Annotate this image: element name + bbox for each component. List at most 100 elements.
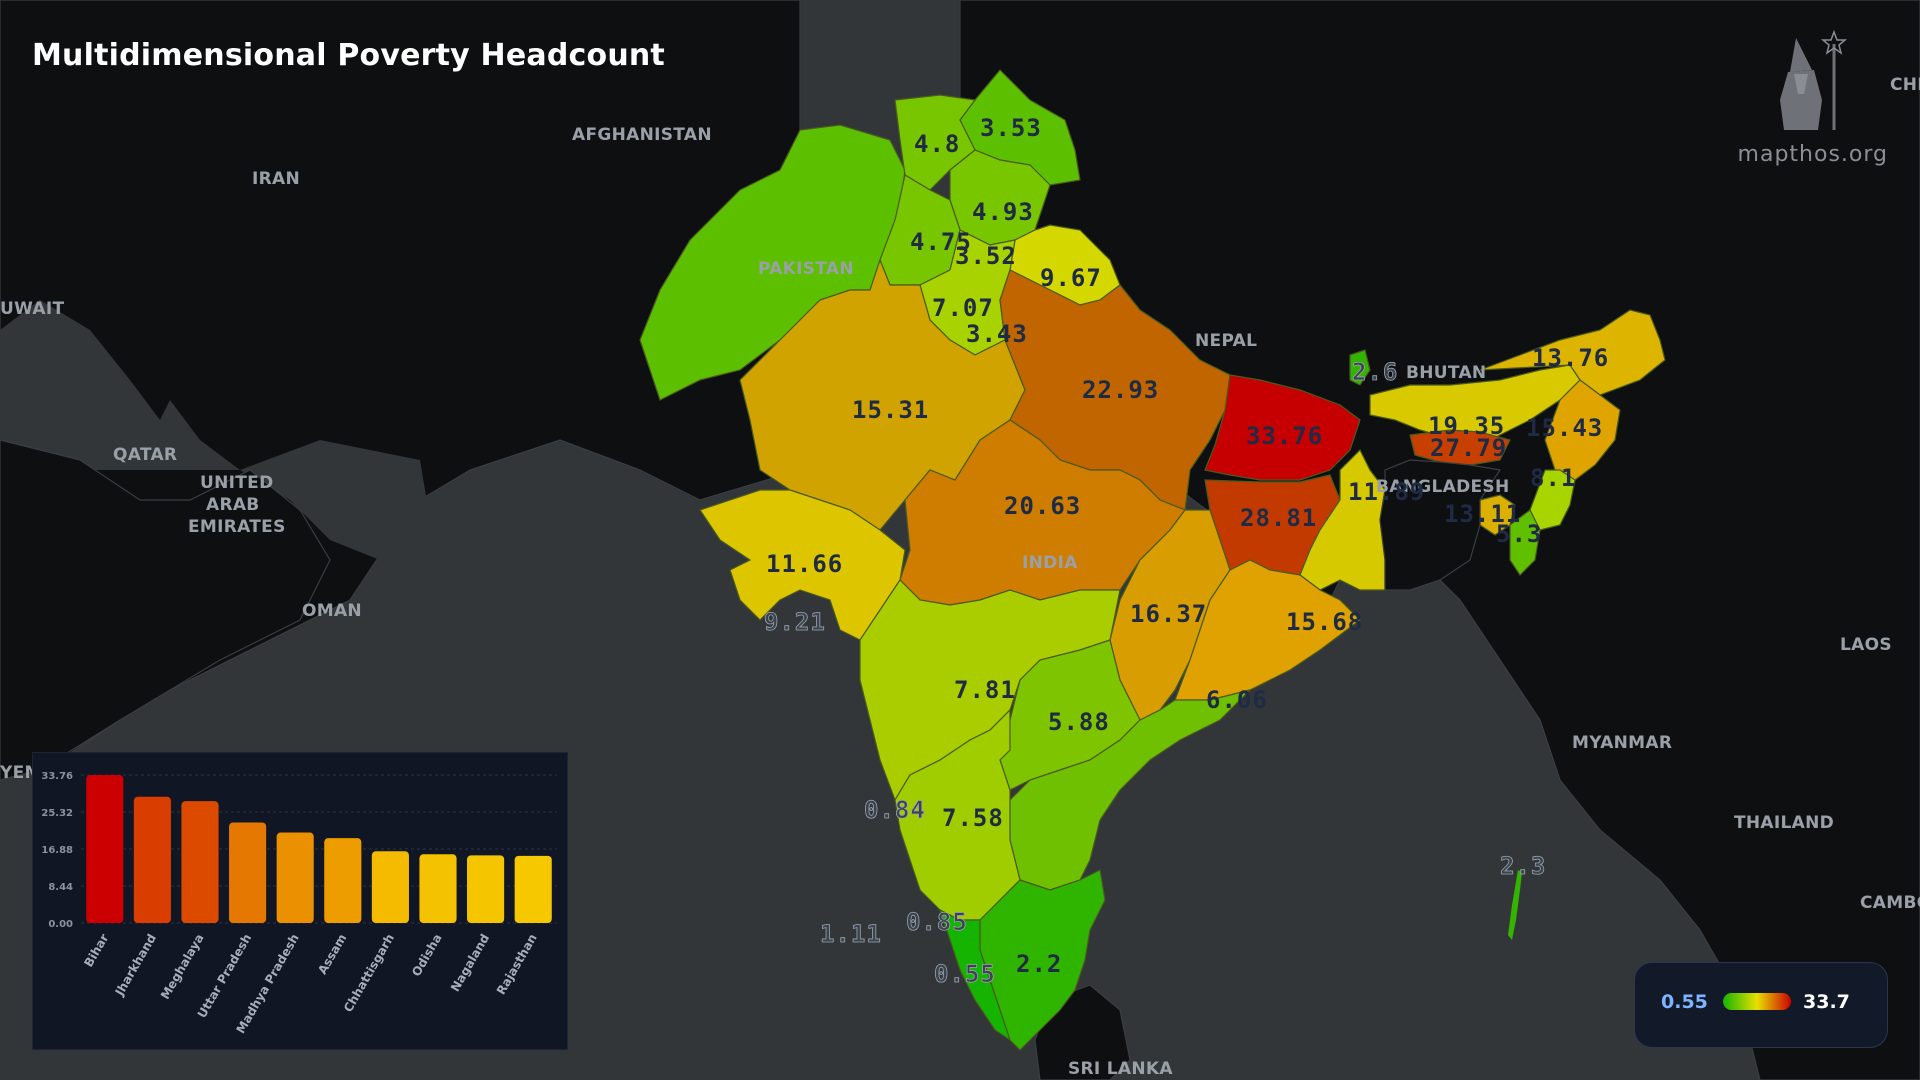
value-up: 22.93	[1082, 376, 1159, 404]
bar-chhattisgarh[interactable]	[371, 851, 409, 923]
region-assam[interactable]	[1369, 364, 1581, 456]
x-tick-label: Jharkhand	[112, 932, 159, 999]
region-gujarat[interactable]	[699, 489, 906, 641]
value-karnataka: 7.58	[942, 804, 1004, 832]
label-yemen: YEM	[0, 763, 42, 783]
bar-nagaland[interactable]	[467, 855, 505, 923]
legend-gradient-bar	[1723, 993, 1791, 1010]
region-nagaland[interactable]	[1544, 379, 1621, 481]
region-sikkim[interactable]	[1349, 349, 1371, 386]
value-bihar: 33.76	[1246, 422, 1323, 450]
label-uae-2: ARAB	[206, 495, 260, 515]
value-chhattisgarh: 16.37	[1130, 600, 1207, 628]
value-assam: 19.35	[1428, 412, 1505, 440]
value-meghalaya: 27.79	[1430, 434, 1507, 462]
value-jharkhand: 28.81	[1240, 504, 1317, 532]
value-lakshadweep: 1.11	[820, 920, 882, 948]
x-tick-label: Rajasthan	[494, 932, 540, 998]
value-kerala: 0.55	[934, 960, 996, 988]
value-nagaland: 15.43	[1526, 414, 1603, 442]
country-labels: IRAN AFGHANISTAN PAKISTAN UWAIT QATAR UN…	[0, 75, 1920, 1079]
region-up[interactable]	[999, 269, 1231, 511]
value-jk: 4.8	[914, 130, 960, 158]
value-maharashtra: 7.81	[954, 676, 1016, 704]
bar-chart-svg: 33.76 25.32 16.88 8.44 0.00 Bihar JharkhandMeg…	[41, 771, 557, 1036]
value-gujarat: 11.66	[766, 550, 843, 578]
bar-odisha[interactable]	[419, 854, 457, 923]
label-myanmar: MYANMAR	[1572, 733, 1672, 753]
label-india: INDIA	[1022, 553, 1078, 573]
label-pakistan: PAKISTAN	[758, 259, 854, 279]
value-mizoram: 5.3	[1496, 520, 1542, 548]
y-tick-label: 16.88	[41, 845, 73, 856]
legend-max: 33.7	[1803, 991, 1850, 1013]
value-rajasthan: 15.31	[852, 396, 929, 424]
value-ladakh: 3.53	[980, 114, 1042, 142]
value-sikkim: 2.6	[1352, 358, 1398, 386]
label-qatar: QATAR	[113, 445, 177, 465]
value-ap: 6.06	[1206, 686, 1268, 714]
bar-madhya-pradesh[interactable]	[276, 832, 314, 923]
india-states[interactable]	[639, 69, 1666, 1051]
wizard-logo-icon	[1780, 30, 1848, 130]
brand-watermark: mapthos.org	[1737, 142, 1888, 167]
region-karnataka[interactable]	[894, 708, 1021, 921]
color-legend: 0.55 33.7	[1634, 962, 1888, 1048]
label-laos: LAOS	[1840, 635, 1892, 655]
x-tick-label: Chhattisgarh	[341, 932, 397, 1015]
value-punjab: 4.75	[910, 228, 972, 256]
region-andaman[interactable]	[1508, 870, 1522, 940]
value-telangana: 5.88	[1048, 708, 1110, 736]
y-tick-label: 33.76	[41, 771, 73, 782]
bar-jharkhand[interactable]	[133, 796, 171, 923]
value-mp: 20.63	[1004, 492, 1081, 520]
label-afghanistan: AFGHANISTAN	[572, 125, 712, 145]
region-meghalaya[interactable]	[1409, 429, 1511, 466]
x-tick-label: Nagaland	[448, 932, 492, 995]
bar-meghalaya[interactable]	[181, 801, 219, 923]
x-tick-label: Odisha	[409, 932, 444, 979]
x-tick-label: Bihar	[81, 931, 111, 969]
bar-assam[interactable]	[324, 838, 362, 923]
label-iran: IRAN	[252, 169, 300, 189]
label-nepal: NEPAL	[1195, 331, 1257, 351]
value-andaman: 2.3	[1500, 852, 1546, 880]
label-uae-3: EMIRATES	[188, 517, 286, 537]
value-tamilnadu: 2.2	[1016, 950, 1062, 978]
y-tick-label: 8.44	[48, 882, 73, 893]
label-bhutan: BHUTAN	[1406, 363, 1486, 383]
bar-uttar-pradesh[interactable]	[229, 822, 267, 923]
value-arunachal: 13.76	[1532, 344, 1609, 372]
label-kuwait: UWAIT	[0, 299, 64, 319]
y-tick-label: 25.32	[41, 808, 73, 819]
label-china: CHI	[1890, 75, 1920, 95]
region-bangladesh	[1379, 459, 1502, 591]
region-mizoram[interactable]	[1509, 509, 1541, 576]
bar-rajasthan[interactable]	[514, 855, 552, 923]
region-odisha[interactable]	[1174, 559, 1361, 701]
bar-bihar[interactable]	[86, 775, 124, 923]
value-manipur: 8.1	[1530, 464, 1576, 492]
value-uttarakhand: 9.67	[1040, 264, 1102, 292]
value-tripura: 13.11	[1444, 500, 1521, 528]
value-hp: 4.93	[972, 198, 1034, 226]
value-delhi: 3.43	[966, 320, 1028, 348]
label-uae-1: UNITED	[200, 473, 273, 493]
label-srilanka: SRI LANKA	[1068, 1059, 1173, 1079]
legend-min: 0.55	[1661, 991, 1708, 1013]
region-ap[interactable]	[1009, 688, 1252, 891]
top10-bar-chart: 33.76 25.32 16.88 8.44 0.00 Bihar Jharkhand Meg…	[32, 752, 568, 1050]
label-bangladesh: BANGLADESH	[1376, 477, 1509, 497]
region-kerala[interactable]	[938, 908, 1012, 1042]
x-tick-label: Meghalaya	[158, 932, 207, 1002]
label-cambodia: CAMBO	[1860, 893, 1920, 913]
value-odisha: 15.68	[1286, 608, 1363, 636]
label-oman: OMAN	[302, 601, 362, 621]
region-wb[interactable]	[1299, 448, 1386, 591]
region-bihar[interactable]	[1204, 374, 1361, 481]
value-wb: 11.89	[1348, 478, 1425, 506]
label-thailand: THAILAND	[1734, 813, 1834, 833]
y-tick-label: 0.00	[48, 919, 73, 930]
value-haryana: 7.07	[932, 294, 994, 322]
value-dnh: 9.21	[764, 608, 826, 636]
